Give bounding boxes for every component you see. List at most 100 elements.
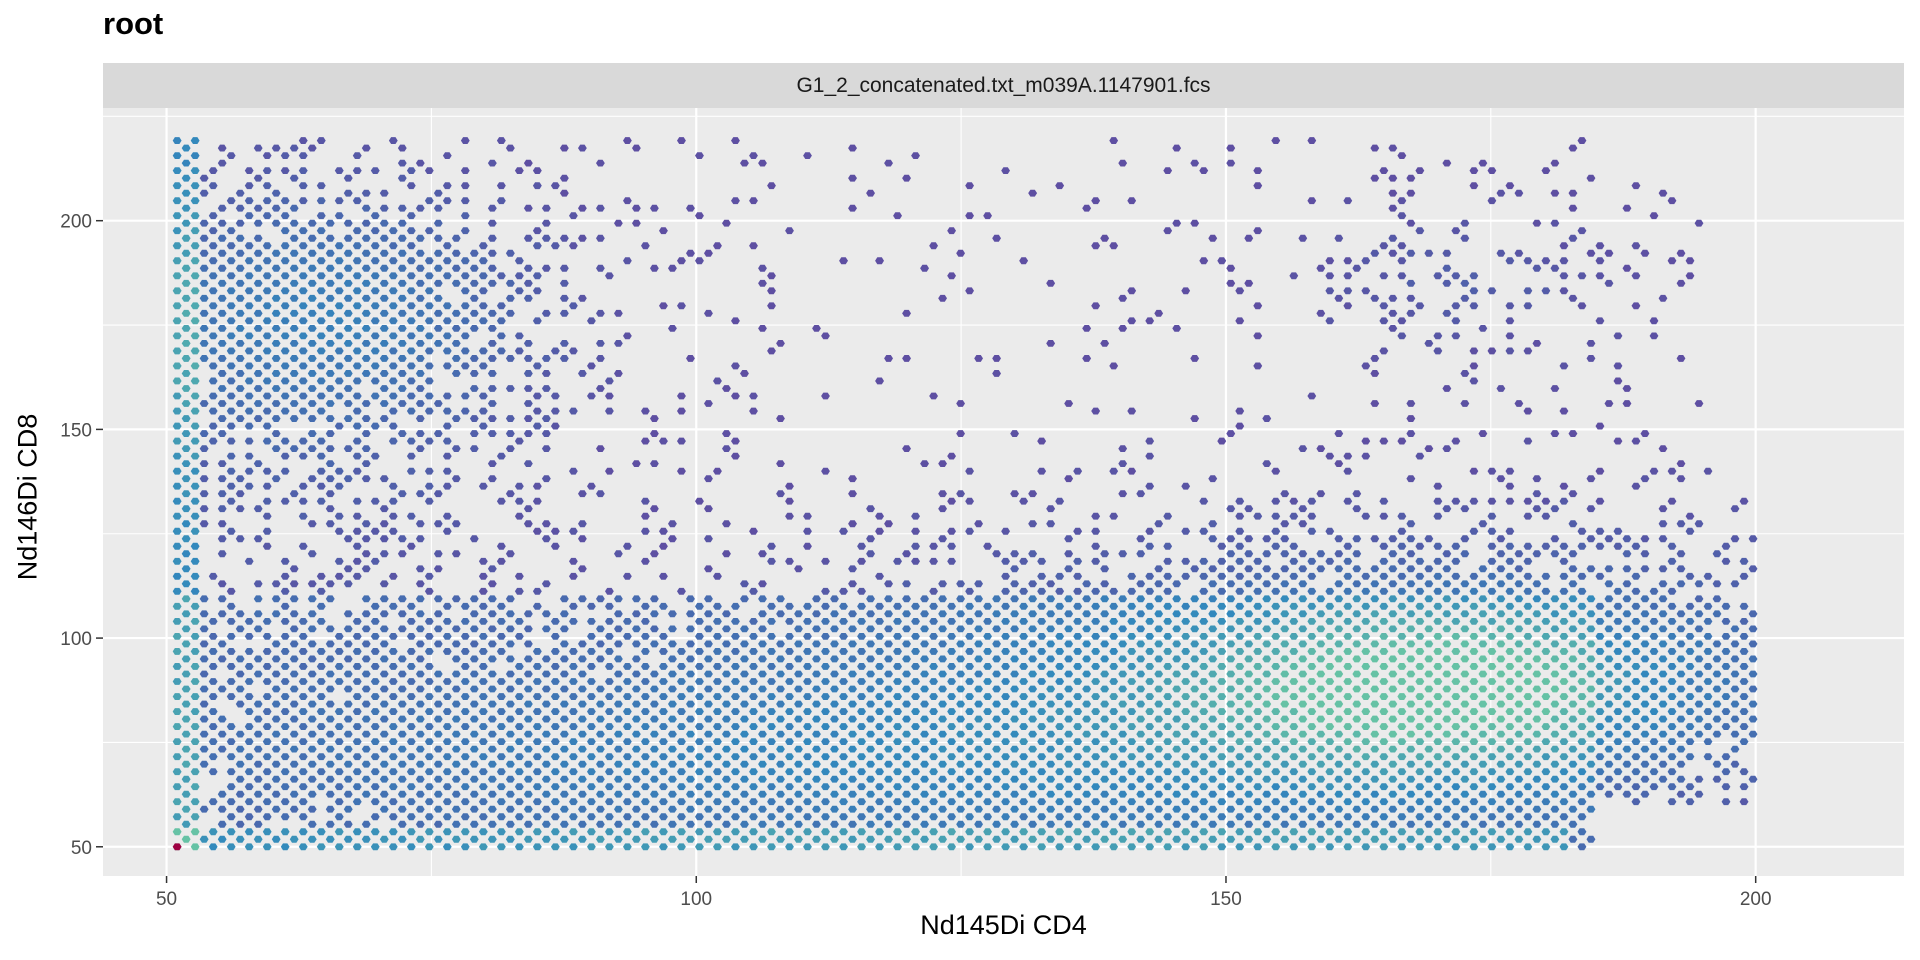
hexbin-cell [947, 633, 956, 640]
hexbin-cell [415, 640, 425, 648]
hexbin-cell [361, 460, 371, 467]
hexbin-cell [424, 648, 434, 655]
hexbin-cell [1280, 565, 1290, 573]
hexbin-cell [1388, 730, 1398, 738]
hexbin-cell [830, 805, 839, 813]
hexbin-cell [1100, 640, 1110, 648]
hexbin-cell [686, 670, 695, 678]
hexbin-cell [1595, 497, 1605, 505]
hexbin-cell [1622, 730, 1632, 738]
hexbin-cell [1370, 610, 1380, 618]
hexbin-cell [1469, 302, 1479, 310]
hexbin-cell [523, 835, 533, 843]
hexbin-cell [578, 234, 587, 242]
hexbin-cell [1136, 610, 1146, 618]
hexbin-cell [181, 189, 191, 197]
hexbin-cell [496, 497, 506, 505]
hexbin-cell [740, 670, 749, 678]
hexbin-cell [1118, 835, 1128, 843]
hexbin-cell [1487, 572, 1497, 580]
hexbin-cell [1226, 700, 1236, 708]
hexbin-cell [1595, 723, 1605, 730]
hexbin-cell [893, 212, 902, 220]
hexbin-cell [469, 309, 479, 317]
hexbin-cell [424, 332, 434, 340]
hexbin-cell [397, 174, 407, 182]
hexbin-cell [532, 768, 542, 776]
hexbin-cell [352, 257, 362, 265]
hexbin-cell [343, 475, 353, 483]
hexbin-cell [334, 572, 344, 580]
hexbin-cell [397, 340, 407, 347]
hexbin-cell [316, 362, 326, 370]
hexbin-cell [1451, 708, 1461, 715]
hexbin-cell [1415, 738, 1425, 745]
hexbin-cell [1514, 189, 1524, 197]
hexbin-cell [740, 730, 749, 738]
hexbin-cell [1127, 678, 1137, 685]
hexbin-cell [235, 805, 245, 813]
hexbin-cell [569, 648, 578, 655]
hexbin-cell [172, 422, 182, 430]
hexbin-cell [1397, 618, 1407, 625]
hexbin-cell [541, 760, 551, 768]
hexbin-cell [1343, 302, 1353, 310]
hexbin-cell [686, 775, 695, 783]
hexbin-cell [1559, 843, 1569, 851]
hexbin-cell [866, 505, 875, 513]
hexbin-cell [469, 325, 479, 332]
hexbin-cell [1541, 167, 1551, 174]
hexbin-cell [938, 595, 947, 603]
hexbin-cell [532, 407, 542, 415]
hexbin-cell [605, 407, 614, 415]
hexbin-cell [1100, 234, 1110, 242]
hexbin-cell [1667, 753, 1677, 761]
hexbin-cell [1577, 678, 1587, 685]
hexbin-cell [280, 377, 290, 385]
hexbin-cell [1415, 798, 1425, 806]
hexbin-cell [632, 760, 641, 768]
hexbin-cell [1442, 775, 1452, 783]
hexbin-cell [1505, 542, 1515, 550]
hexbin-cell [920, 685, 929, 693]
hexbin-cell [758, 685, 767, 693]
hexbin-cell [1001, 167, 1010, 174]
hexbin-cell [1010, 760, 1019, 768]
hexbin-cell [830, 595, 839, 603]
hexbin-cell [1523, 257, 1533, 265]
hexbin-cell [1631, 798, 1641, 806]
hexbin-cell [1037, 738, 1047, 745]
hexbin-cell [181, 670, 191, 678]
hexbin-cell [992, 775, 1001, 783]
hexbin-cell [1244, 670, 1254, 678]
hexbin-cell [1289, 753, 1299, 761]
hexbin-cell [938, 730, 947, 738]
hexbin-cell [298, 482, 308, 490]
hexbin-cell [199, 340, 209, 347]
hexbin-cell [1523, 602, 1533, 610]
hexbin-cell [1334, 715, 1344, 723]
hexbin-cell [821, 768, 830, 776]
hexbin-cell [1343, 663, 1353, 670]
hexbin-cell [1514, 820, 1524, 828]
hexbin-cell [947, 542, 956, 550]
hexbin-cell [253, 294, 263, 302]
hexbin-cell [172, 242, 182, 250]
hexbin-cell [190, 467, 200, 475]
hexbin-cell [1064, 670, 1074, 678]
hexbin-cell [226, 332, 236, 340]
hexbin-cell [1316, 700, 1326, 708]
hexbin-cell [1082, 325, 1092, 332]
hexbin-cell [235, 400, 245, 407]
hexbin-cell [532, 227, 542, 235]
hexbin-cell [848, 610, 857, 618]
hexbin-cell [1163, 542, 1173, 550]
hexbin-cell [1604, 565, 1614, 573]
hexbin-cell [1262, 565, 1272, 573]
hexbin-cell [1523, 572, 1533, 580]
hexbin-cell [929, 693, 938, 700]
hexbin-cell [1712, 715, 1722, 723]
hexbin-cell [388, 708, 398, 715]
hexbin-cell [1397, 272, 1407, 280]
hexbin-cell [596, 730, 605, 738]
